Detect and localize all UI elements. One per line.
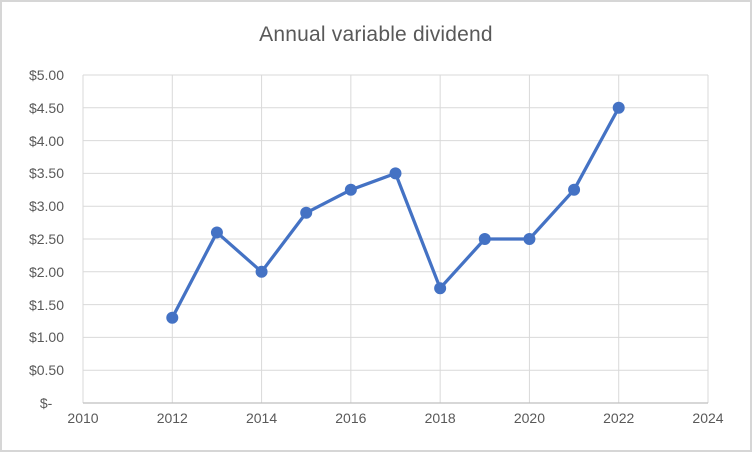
x-tick-label: 2012 [156,410,188,426]
y-tick-label: $2.00 [28,263,64,280]
data-point[interactable] [523,233,536,245]
y-tick-label: $1.50 [28,296,64,313]
data-point[interactable] [300,206,313,219]
x-tick-label: 2016 [335,410,367,426]
y-tick-label: $4.00 [28,132,64,149]
y-tick-label: $1.00 [28,329,64,346]
data-point[interactable] [434,282,447,295]
data-point[interactable] [344,183,357,196]
data-point[interactable] [568,183,581,196]
data-point[interactable] [210,226,223,239]
y-tick-label: $5.00 [28,67,64,83]
y-tick-label: $2.50 [28,231,64,247]
x-tick-label: 2020 [513,410,545,426]
x-tick-label: 2024 [692,410,724,426]
x-tick-label: 2022 [603,410,635,426]
data-point[interactable] [255,265,268,278]
y-tick-label: $- [39,395,64,411]
x-tick-label: 2018 [424,410,456,426]
y-tick-label: $3.50 [28,165,64,182]
data-point[interactable] [389,167,402,180]
x-tick-label: 2010 [67,410,99,426]
chart-title[interactable]: Annual variable dividend [259,23,493,46]
data-point[interactable] [612,101,625,114]
series-line[interactable] [170,106,621,320]
y-tick-label: $0.50 [28,362,64,379]
data-point[interactable] [166,311,179,324]
y-tick-label: $4.50 [28,99,64,116]
y-tick-label: $3.00 [28,198,64,215]
x-tick-label: 2014 [245,410,278,426]
data-point[interactable] [478,233,491,245]
